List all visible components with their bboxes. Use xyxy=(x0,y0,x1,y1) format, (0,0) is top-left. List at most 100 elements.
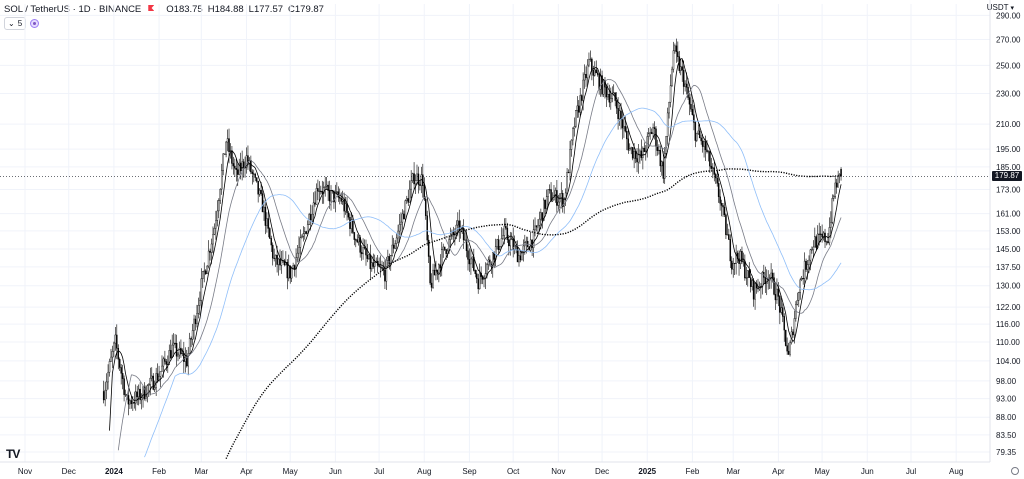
candle-body xyxy=(271,244,274,259)
candle-body xyxy=(288,265,290,279)
candle-body xyxy=(222,153,224,171)
candle-body xyxy=(251,171,254,174)
candle-body xyxy=(704,141,707,151)
candle-body xyxy=(156,373,159,381)
collapse-indicators-button[interactable]: ⌄ 5 xyxy=(4,17,27,30)
candle-body xyxy=(701,140,704,147)
candle-body xyxy=(578,105,580,113)
candle-body xyxy=(419,184,421,186)
candle-body xyxy=(798,292,800,301)
candle-body xyxy=(324,186,326,188)
candle-body xyxy=(169,350,172,358)
candle-body xyxy=(594,69,596,76)
candle-body xyxy=(629,148,631,151)
candle-body xyxy=(330,190,332,202)
candle-body xyxy=(242,161,245,169)
candle-body xyxy=(522,245,525,252)
candle-body xyxy=(162,358,165,367)
candle-body xyxy=(516,246,519,263)
candle-body xyxy=(403,213,405,220)
candle-body xyxy=(465,239,468,251)
candle-body xyxy=(317,188,319,192)
candle-body xyxy=(655,128,657,147)
candle-body xyxy=(390,255,392,265)
candle-body xyxy=(554,190,557,196)
candle-body xyxy=(626,131,628,140)
candle-body xyxy=(196,313,198,325)
candle-body xyxy=(658,149,660,151)
candle-body xyxy=(132,401,134,404)
candle-body xyxy=(105,381,108,391)
candle-body xyxy=(793,318,796,336)
candle-body xyxy=(121,373,124,379)
candle-body xyxy=(684,83,686,87)
candle-body xyxy=(799,279,802,293)
x-tick-label: Feb xyxy=(152,467,166,476)
candle-body xyxy=(773,277,775,295)
candle-body xyxy=(728,234,730,240)
tradingview-logo[interactable]: TV xyxy=(6,447,20,461)
open-label: O xyxy=(166,3,174,15)
candle-body xyxy=(136,391,138,398)
candle-body xyxy=(113,342,115,352)
x-tick-label: Oct xyxy=(507,467,520,476)
indicator-icon[interactable] xyxy=(30,19,40,28)
x-tick-label: Jul xyxy=(906,467,916,476)
y-tick-label: 161.00 xyxy=(996,210,1021,219)
y-tick-label: 104.00 xyxy=(996,357,1021,366)
candle-body xyxy=(184,357,187,362)
candle-body xyxy=(786,345,788,352)
candle-body xyxy=(174,342,176,344)
candle-body xyxy=(478,272,481,290)
candle-body xyxy=(729,239,732,262)
candle-body xyxy=(381,267,383,269)
candle-body xyxy=(215,220,217,229)
candle-body xyxy=(636,158,638,163)
candle-body xyxy=(133,401,136,404)
candle-body xyxy=(752,280,755,300)
candle-body xyxy=(548,189,551,191)
candle-body xyxy=(468,259,471,265)
currency-selector[interactable]: USDT ▾ xyxy=(987,3,1014,12)
candle-body xyxy=(779,296,781,313)
chevron-down-icon: ▾ xyxy=(1010,4,1014,12)
candle-body xyxy=(344,203,347,212)
candle-body xyxy=(322,187,325,194)
candle-body xyxy=(429,256,431,284)
price-axis[interactable]: 79.35 83.50 88.00 93.00 98.00 104.00 110.00 116… xyxy=(996,11,1021,457)
x-tick-label: Dec xyxy=(595,467,609,476)
candle-body xyxy=(280,260,283,266)
candle-body xyxy=(605,86,608,98)
symbol-header: SOL / TetherUS · 1D · BINANCE O183.75 H1… xyxy=(4,2,324,16)
candle-body xyxy=(774,294,777,301)
candle-body xyxy=(591,58,593,71)
candle-body xyxy=(266,218,268,226)
candle-body xyxy=(812,246,815,250)
candle-body xyxy=(206,265,208,275)
candle-body xyxy=(352,219,354,233)
x-tick-label: Sep xyxy=(462,467,477,476)
symbol-title[interactable]: SOL / TetherUS · 1D · BINANCE xyxy=(4,3,142,15)
x-tick-label: Jun xyxy=(861,467,874,476)
candle-body xyxy=(140,397,143,401)
low-value: 177.57 xyxy=(253,3,284,15)
candle-body xyxy=(204,270,207,275)
candle-body xyxy=(190,338,192,340)
candle-body xyxy=(111,351,114,358)
time-axis[interactable]: Nov Dec 2024 Feb Mar Apr May Jun Jul Aug Sep Oct Nov… xyxy=(18,467,963,476)
candle-body xyxy=(716,177,718,184)
candle-body xyxy=(720,203,723,206)
candle-body xyxy=(186,357,188,367)
candle-body xyxy=(596,72,599,75)
candle-body xyxy=(320,190,322,192)
gear-icon[interactable] xyxy=(1011,467,1019,475)
candle-body xyxy=(228,138,230,153)
candle-body xyxy=(803,260,806,279)
candle-body xyxy=(250,160,252,173)
candle-body xyxy=(202,271,204,280)
candle-body xyxy=(152,375,154,390)
candle-body xyxy=(675,45,678,52)
y-tick-label: 98.00 xyxy=(996,377,1017,386)
